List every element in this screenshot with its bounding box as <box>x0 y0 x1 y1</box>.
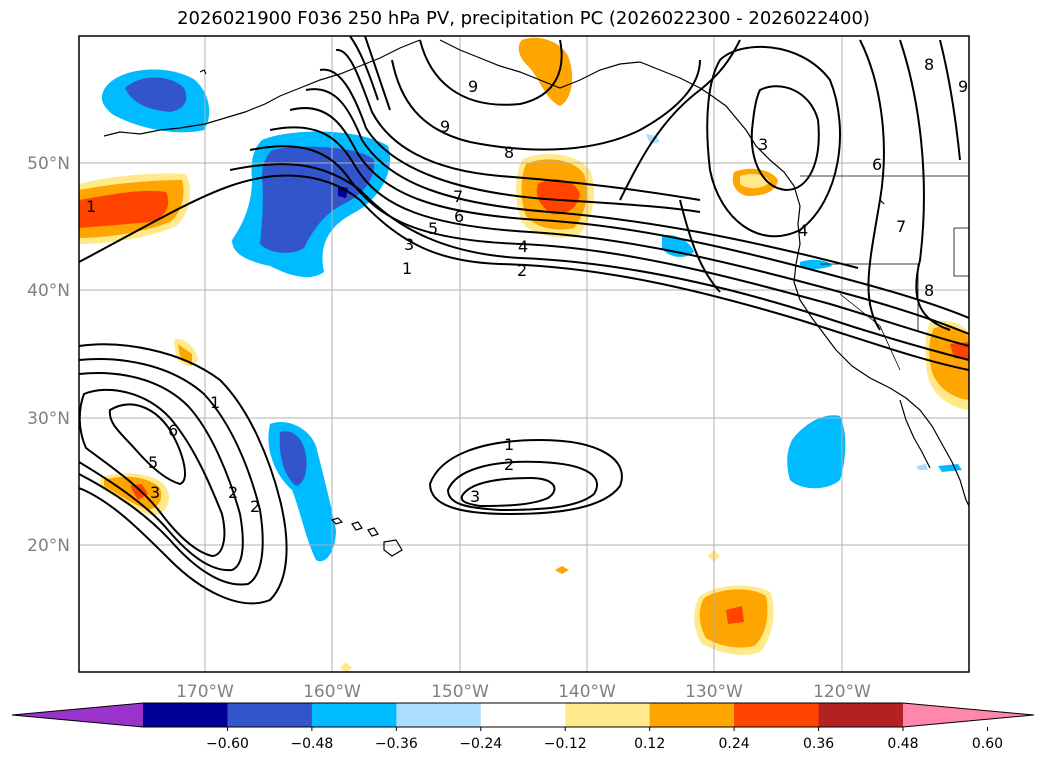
map-background <box>79 36 969 672</box>
contour-label: 6 <box>872 155 882 174</box>
colorbar-tick-label: 0.24 <box>719 736 750 752</box>
contour-label: 5 <box>428 219 438 238</box>
contour-label: 3 <box>150 483 160 502</box>
contour-label: 7 <box>453 187 463 206</box>
contour-label: 6 <box>454 207 464 226</box>
contour-label: 3 <box>470 487 480 506</box>
pv-contour-9 <box>419 39 563 106</box>
colorbar-tick-label: −0.12 <box>544 736 587 752</box>
colorbar-swatch <box>480 703 566 727</box>
precip-positive-anomalies <box>79 37 969 672</box>
colorbar-tick-label: 0.12 <box>634 736 665 752</box>
colorbar-swatch <box>311 703 397 727</box>
contour-label: 9 <box>958 77 968 96</box>
pv-contour-4 <box>269 126 969 335</box>
lat-label: 50°N <box>27 154 70 174</box>
contour-label: 6 <box>168 421 178 440</box>
pv-contour-6 <box>305 88 859 269</box>
colorbar-swatch <box>649 703 735 727</box>
lon-label: 130°W <box>685 682 743 702</box>
lon-label: 160°W <box>303 682 361 702</box>
contour-label: 5 <box>148 453 158 472</box>
lat-label: 30°N <box>27 409 70 429</box>
lon-label: 170°W <box>176 682 234 702</box>
colorbar-swatch <box>565 703 651 727</box>
contour-label: 3 <box>758 135 768 154</box>
contour-label: 9 <box>468 77 478 96</box>
latitude-labels: 50°N 40°N 30°N 20°N <box>27 154 70 556</box>
contour-label: 8 <box>924 55 934 74</box>
pv-low-1 <box>428 438 623 516</box>
contour-label: 2 <box>517 261 527 280</box>
colorbar-swatch <box>818 703 904 727</box>
colorbar-swatch <box>396 703 482 727</box>
contour-label: 2 <box>250 497 260 516</box>
contour-label: 8 <box>504 143 514 162</box>
political-borders <box>800 175 969 371</box>
pv-trough-1 <box>79 343 288 605</box>
map-frame <box>78 35 970 673</box>
colorbar-tick-label: 0.48 <box>887 736 918 752</box>
colorbar: −0.60 −0.48 −0.36 −0.24 −0.12 0.12 0.24 0.36 0.4… <box>11 702 1035 752</box>
colorbar-tick-label: −0.36 <box>375 736 418 752</box>
colorbar-swatch <box>734 703 820 727</box>
colorbar-tick-label: −0.24 <box>459 736 502 752</box>
colorbar-tick-label: −0.48 <box>290 736 333 752</box>
colorbar-extend-min <box>12 703 143 727</box>
colorbar-swatch <box>227 703 313 727</box>
pv-contour-1 <box>79 174 969 371</box>
lat-label: 20°N <box>27 536 70 556</box>
contour-label: 4 <box>518 237 528 256</box>
contour-label: 1 <box>402 259 412 278</box>
colorbar-tick-label: 0.60 <box>972 736 1003 752</box>
colorbar-outline <box>11 702 1035 728</box>
longitude-labels: 170°W 160°W 150°W 140°W 130°W 120°W <box>176 682 871 702</box>
contour-label: 8 <box>924 281 934 300</box>
lon-label: 120°W <box>813 682 871 702</box>
contour-label: 9 <box>440 117 450 136</box>
pv-contour-2 <box>229 163 969 361</box>
contour-label: 3 <box>404 235 414 254</box>
contour-labels: 1 2 3 4 5 6 7 8 9 9 1 2 2 3 5 6 1 2 3 3 … <box>86 55 968 516</box>
colorbar-extend-max <box>903 703 1034 727</box>
map-title: 2026021900 F036 250 hPa PV, precipitatio… <box>177 8 870 29</box>
lat-label: 40°N <box>27 281 70 301</box>
contour-label: 2 <box>504 455 514 474</box>
lon-label: 140°W <box>558 682 616 702</box>
precip-anomaly-se <box>787 415 846 489</box>
contour-label: 7 <box>896 217 906 236</box>
contour-label: 2 <box>228 483 238 502</box>
colorbar-tick-label: 0.36 <box>803 736 834 752</box>
pv-contour-8 <box>391 59 701 151</box>
contour-label: 1 <box>86 197 96 216</box>
contour-label: 4 <box>798 221 808 240</box>
pv-contour-5 <box>289 107 969 319</box>
pv-contour-7 <box>319 68 701 213</box>
contour-label: 1 <box>210 393 220 412</box>
colorbar-tick-label: −0.60 <box>206 736 249 752</box>
lon-label: 150°W <box>431 682 489 702</box>
colorbar-swatch <box>143 703 228 727</box>
pv-contours <box>79 36 969 605</box>
contour-label: 1 <box>504 435 514 454</box>
gridlines <box>79 36 969 672</box>
